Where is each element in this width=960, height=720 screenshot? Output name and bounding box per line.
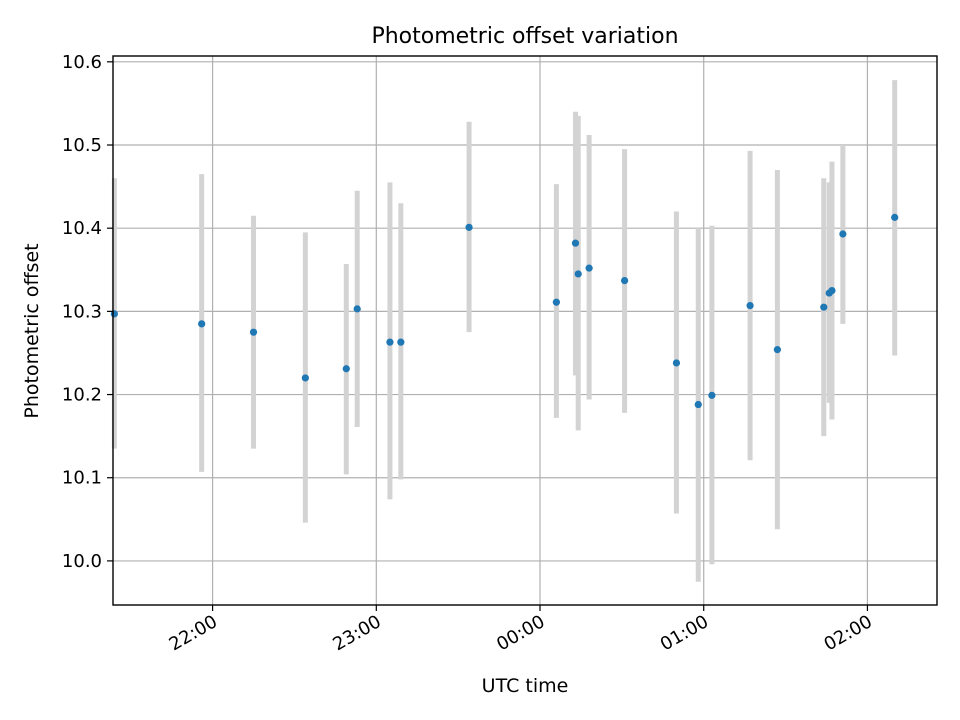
x-axis-label: UTC time xyxy=(482,675,569,697)
x-tick-label: 02:00 xyxy=(820,611,875,655)
plot-frame xyxy=(112,55,938,606)
data-point xyxy=(828,286,836,295)
data-point xyxy=(198,320,206,328)
data-point xyxy=(708,391,716,399)
y-tick-label: 10.4 xyxy=(62,218,102,239)
data-point xyxy=(249,328,258,336)
data-point xyxy=(342,365,350,373)
data-point xyxy=(465,223,473,231)
data-point xyxy=(820,303,828,311)
y-tick-label: 10.2 xyxy=(62,385,102,406)
x-tick-label: 23:00 xyxy=(329,611,384,655)
data-point xyxy=(585,264,593,272)
data-point xyxy=(620,276,629,285)
data-point xyxy=(773,346,781,354)
y-tick-label: 10.6 xyxy=(62,52,102,73)
data-point xyxy=(839,230,847,238)
chart-title: Photometric offset variation xyxy=(371,24,678,49)
data-point xyxy=(386,338,394,346)
x-grid xyxy=(211,56,869,605)
x-tick-label: 22:00 xyxy=(166,611,221,655)
y-tick-label: 10.3 xyxy=(62,301,102,322)
y-tick-label: 10.5 xyxy=(62,135,102,156)
data-point xyxy=(574,270,582,278)
y-tick-label: 10.1 xyxy=(62,468,102,489)
data-point xyxy=(552,298,560,306)
y-axis-label: Photometric offset xyxy=(21,243,43,418)
x-tick-label: 00:00 xyxy=(493,611,548,655)
data-point xyxy=(694,400,702,409)
x-ticks: 22:00 23:00 00:00 01:00 02:00 xyxy=(166,605,876,655)
y-grid xyxy=(113,61,937,562)
data-point xyxy=(891,213,899,221)
data-points xyxy=(110,213,899,409)
data-point xyxy=(397,338,405,346)
data-point xyxy=(301,374,309,382)
x-tick-label: 01:00 xyxy=(657,611,712,655)
data-point xyxy=(353,305,361,313)
y-ticks: 10.0 10.1 10.2 10.3 10.4 10.5 10.6 xyxy=(62,52,113,572)
data-point xyxy=(746,301,754,310)
error-bars xyxy=(111,80,898,582)
y-tick-label: 10.0 xyxy=(62,551,102,572)
data-point xyxy=(571,239,580,247)
data-point xyxy=(672,359,681,367)
